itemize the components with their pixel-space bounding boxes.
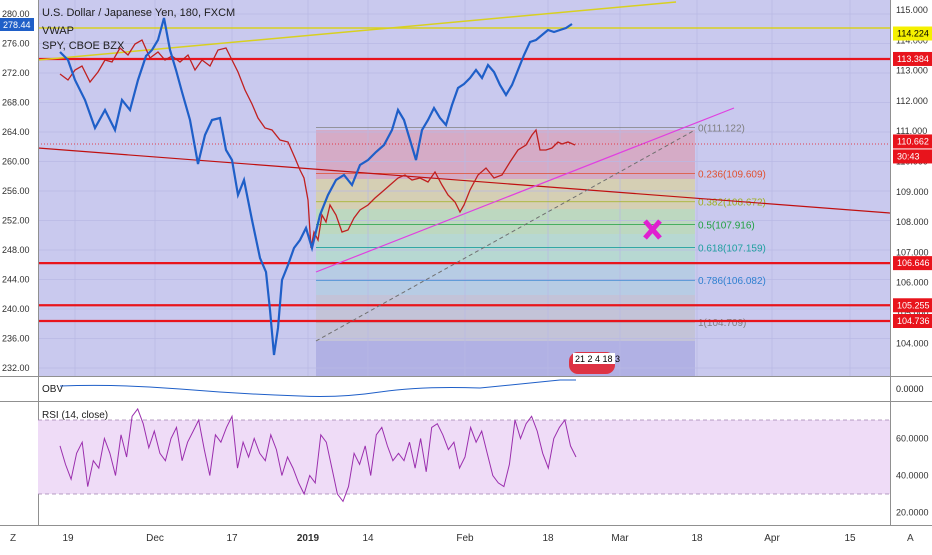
left-axis-tick: 264.00 bbox=[2, 127, 30, 137]
time-axis-label: 17 bbox=[226, 533, 238, 544]
obv-label: OBV bbox=[42, 384, 63, 395]
trendline-yellow[interactable] bbox=[37, 1, 677, 61]
left-axis-tick: 260.00 bbox=[2, 157, 30, 167]
right-axis-badge bbox=[893, 149, 932, 164]
right-axis-tick: 115.000 bbox=[896, 5, 928, 15]
right-axis-badge-text: 110.662 bbox=[897, 136, 929, 146]
event-flag-group[interactable]: 21 2 4 18 3 bbox=[569, 352, 620, 374]
zoom-z-button[interactable]: Z bbox=[10, 533, 16, 544]
fib-zone-4 bbox=[316, 261, 695, 295]
fib-level-label: 1(104.709) bbox=[698, 318, 746, 329]
fib-level-label: 0.618(107.159) bbox=[698, 244, 766, 255]
fib-diagonal bbox=[315, 129, 696, 342]
left-axis-tick: 248.00 bbox=[2, 245, 30, 255]
symbol-title[interactable]: U.S. Dollar / Japanese Yen, 180, FXCM bbox=[42, 7, 235, 19]
right-axis-badge-text: 30:43 bbox=[897, 151, 920, 161]
right-axis-badge bbox=[893, 51, 932, 66]
right-axis-tick: 108.000 bbox=[896, 217, 929, 227]
right-axis-tick: 109.000 bbox=[896, 187, 929, 197]
left-axis-tick: 232.00 bbox=[2, 363, 30, 373]
left-axis-tick: 236.00 bbox=[2, 334, 30, 344]
rsi-label: RSI (14, close) bbox=[42, 410, 108, 421]
rsi-axis-tick: 40.0000 bbox=[896, 471, 929, 481]
usdjpy-price-series[interactable] bbox=[59, 39, 576, 249]
left-axis-tick: 240.00 bbox=[2, 304, 30, 314]
right-axis-tick: 113.000 bbox=[896, 66, 928, 76]
time-axis-label: 14 bbox=[362, 533, 374, 544]
fib-zone-5 bbox=[316, 295, 695, 341]
indicator-spy-label[interactable]: SPY, CBOE BZX bbox=[42, 40, 125, 52]
rsi-axis: 60.0000 40.0000 20.0000 bbox=[896, 434, 929, 518]
rsi-axis-tick: 60.0000 bbox=[896, 434, 929, 444]
indicator-vwap-label[interactable]: VWAP bbox=[42, 25, 74, 37]
time-axis[interactable]: 19 Dec 17 2019 14 Feb 18 Mar 18 Apr 15 bbox=[62, 533, 856, 544]
trendline-magenta[interactable] bbox=[315, 107, 735, 273]
right-axis-badge bbox=[893, 134, 932, 149]
time-axis-bar bbox=[0, 525, 932, 550]
obv-series[interactable] bbox=[59, 379, 576, 397]
left-axis-tick: 280.00 bbox=[2, 9, 30, 19]
right-axis-tick: 104.000 bbox=[896, 338, 929, 348]
time-axis-label: 19 bbox=[62, 533, 74, 544]
rsi-band-fill bbox=[38, 420, 890, 494]
time-axis-label: 18 bbox=[691, 533, 703, 544]
trendline-red-descending[interactable] bbox=[37, 147, 891, 214]
time-axis-label: 15 bbox=[844, 533, 856, 544]
time-axis-label: Feb bbox=[456, 533, 474, 544]
fib-level-label: 0.5(107.916) bbox=[698, 221, 755, 232]
left-axis-tick: 268.00 bbox=[2, 98, 30, 108]
right-axis-tick: 106.000 bbox=[896, 278, 929, 288]
auto-scale-button[interactable]: A bbox=[907, 533, 914, 544]
obv-axis-tick: 0.0000 bbox=[896, 384, 924, 394]
fib-zone-6 bbox=[316, 341, 695, 376]
left-axis-tick: 252.00 bbox=[2, 216, 30, 226]
fib-zone-0 bbox=[316, 130, 695, 179]
time-axis-label: Apr bbox=[764, 533, 780, 544]
magenta-x-marker[interactable] bbox=[643, 219, 662, 240]
rsi-axis-tick: 20.0000 bbox=[896, 508, 929, 518]
rsi-series[interactable] bbox=[59, 407, 577, 503]
right-axis-tick: 107.000 bbox=[896, 247, 929, 257]
time-axis-label: 2019 bbox=[297, 533, 320, 544]
left-price-axis[interactable]: 280.00 276.00 272.00 268.00 264.00 260.00 256.… bbox=[2, 9, 30, 373]
time-axis-label: Mar bbox=[611, 533, 629, 544]
obv-pane-background bbox=[38, 378, 890, 400]
fib-zone-2 bbox=[316, 209, 695, 234]
horizontal-levels[interactable] bbox=[38, 57, 890, 323]
left-axis-badge-text: 278.44 bbox=[3, 20, 31, 30]
event-flag-box bbox=[573, 353, 615, 364]
right-axis-tick: 105.000 bbox=[896, 308, 929, 318]
spy-price-series[interactable] bbox=[59, 17, 573, 356]
price-grid bbox=[38, 0, 890, 376]
right-axis-tick: 112.000 bbox=[896, 96, 928, 106]
chart-legend: U.S. Dollar / Japanese Yen, 180, FXCM VW… bbox=[42, 7, 235, 52]
left-axis-tick: 276.00 bbox=[2, 39, 30, 49]
right-axis-badge bbox=[893, 313, 932, 328]
time-axis-label: Dec bbox=[146, 533, 164, 544]
right-axis-badge bbox=[893, 256, 932, 271]
right-axis-badge-text: 105.255 bbox=[897, 300, 930, 310]
fib-retracement-box[interactable] bbox=[316, 130, 695, 376]
left-axis-badge bbox=[0, 18, 34, 31]
right-axis-badge-text: 106.646 bbox=[897, 258, 930, 268]
fib-level-label: 0.382(108.672) bbox=[698, 198, 766, 209]
right-axis-badge bbox=[893, 298, 932, 313]
left-axis-tick: 256.00 bbox=[2, 186, 30, 196]
fib-level-label: 0.236(109.609) bbox=[698, 169, 766, 180]
right-axis-tick: 111.000 bbox=[896, 126, 927, 136]
right-axis-badges: 114.224 113.384 110.662 30:43 106.646 105.255… bbox=[893, 26, 932, 328]
event-flag-text: 21 2 4 18 3 bbox=[575, 354, 620, 364]
left-axis-tick: 244.00 bbox=[2, 275, 30, 285]
left-axis-tick: 272.00 bbox=[2, 68, 30, 78]
right-axis-badge-text: 114.224 bbox=[897, 29, 929, 39]
right-axis-badge bbox=[893, 26, 932, 41]
right-axis-badge-text: 104.736 bbox=[897, 316, 930, 326]
fib-level-label: 0.786(106.082) bbox=[698, 276, 766, 287]
time-axis-label: 18 bbox=[542, 533, 554, 544]
fib-level-label: 0(111.122) bbox=[698, 124, 745, 135]
right-axis-badge-text: 113.384 bbox=[897, 54, 929, 64]
